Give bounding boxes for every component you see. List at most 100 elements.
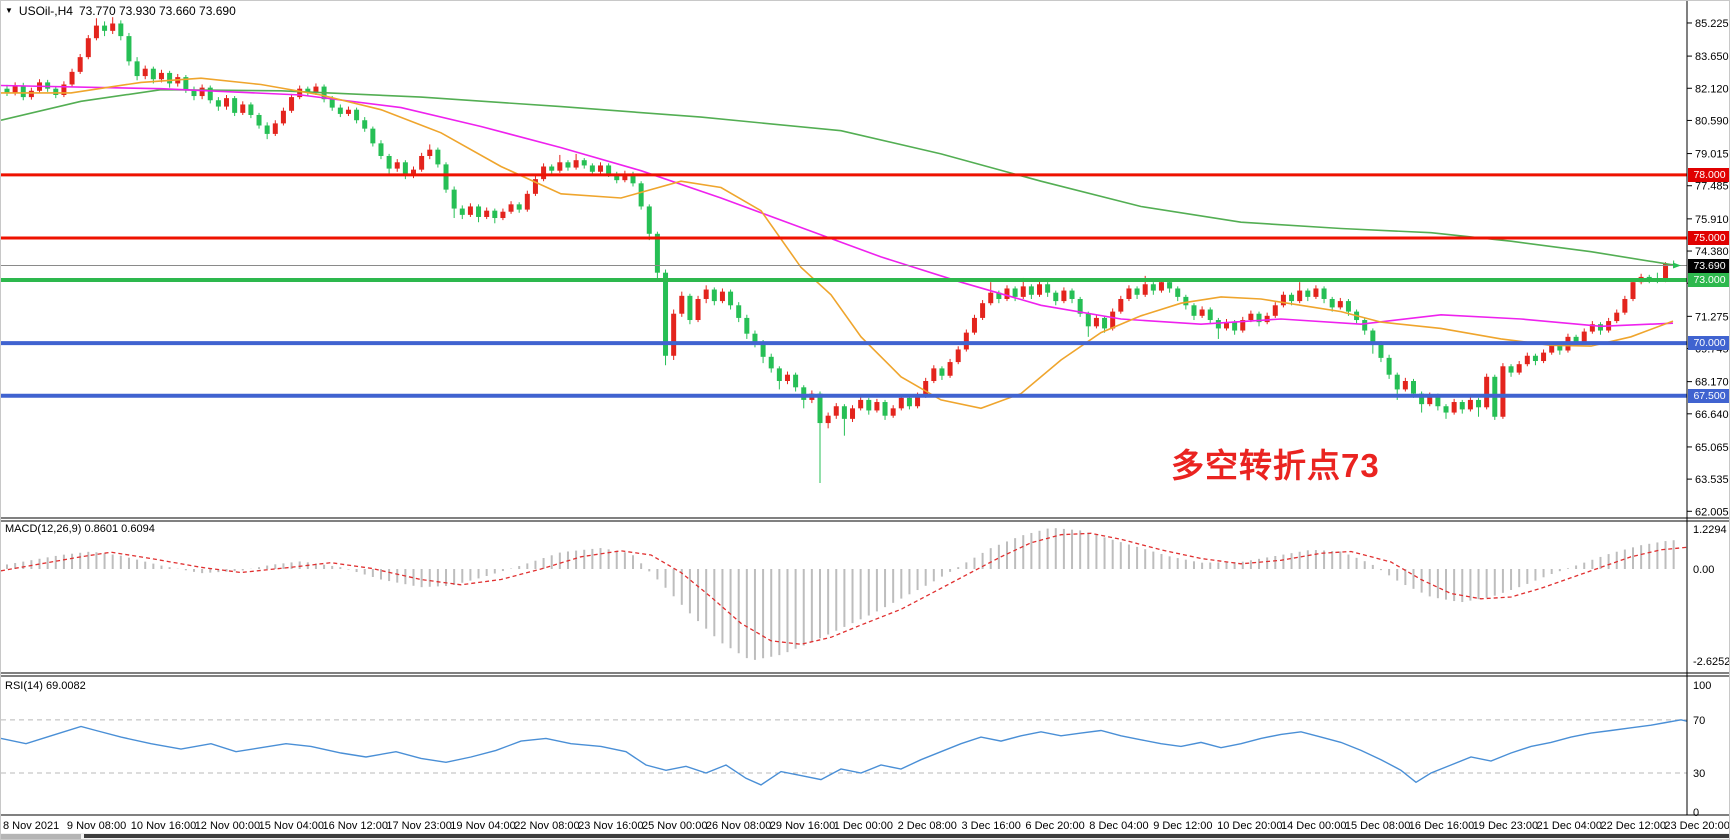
symbol-and-timeframe: USOil-,H4 [18, 4, 73, 18]
candle [1175, 286, 1181, 302]
time-axis-label: 10 Nov 16:00 [131, 820, 196, 832]
macd-axis-label: 1.2294 [1693, 524, 1727, 536]
price-axis: 85.225 83.650 82.120 80.590 79.015 77.485 75.9… [1687, 18, 1729, 819]
candle [248, 102, 254, 119]
candle [646, 204, 652, 241]
time-axis-label: 22 Nov 08:00 [514, 820, 579, 832]
price-tick-label: 74.380 [1695, 246, 1729, 258]
candle [289, 93, 295, 113]
ma-mid-magenta-line[interactable] [1, 84, 1674, 328]
candle [167, 70, 173, 88]
candle [378, 140, 384, 160]
candle [1061, 287, 1067, 304]
candle [1280, 291, 1286, 308]
time-axis-label: 9 Dec 12:00 [1153, 820, 1212, 832]
scrollbar-thumb[interactable] [84, 834, 1729, 838]
rsi-axis-label: 0 [1693, 807, 1699, 819]
ma-slow-green-line[interactable] [1, 88, 1674, 266]
candle [866, 397, 872, 415]
candle [971, 314, 977, 335]
candle [1297, 282, 1303, 304]
candle [110, 17, 116, 35]
candle [1532, 353, 1538, 366]
candle [703, 285, 709, 304]
candle [988, 282, 994, 306]
time-axis-label: 25 Nov 00:00 [642, 820, 707, 832]
candle [69, 68, 75, 87]
symbol-dropdown-icon[interactable]: ▼ [5, 6, 13, 15]
time-axis-label: 21 Dec 04:00 [1537, 820, 1602, 832]
candle [557, 154, 563, 173]
candle [1134, 286, 1140, 299]
candle [581, 158, 587, 169]
time-axis-label: 14 Dec 00:00 [1281, 820, 1346, 832]
candle [1126, 285, 1132, 302]
price-tick-label: 66.640 [1695, 409, 1729, 421]
candle [207, 85, 213, 104]
candle [1264, 312, 1270, 325]
candle [1305, 288, 1311, 302]
candle [663, 269, 669, 366]
candle [573, 153, 579, 170]
candle [841, 404, 847, 436]
scrollbar-left-segment[interactable] [1, 834, 81, 839]
main-price-panel[interactable] [1, 17, 1687, 483]
horizontal-scrollbar[interactable] [1, 833, 1729, 839]
candle [1093, 314, 1099, 329]
time-axis-label: 16 Dec 16:00 [1409, 820, 1474, 832]
candle [1459, 399, 1465, 414]
time-axis-label: 17 Nov 23:00 [386, 820, 451, 832]
time-axis-label: 15 Dec 08:00 [1345, 820, 1410, 832]
candle [1467, 396, 1473, 412]
candle [589, 163, 595, 175]
candle [77, 53, 83, 74]
candle [61, 81, 67, 98]
time-axis-label: 10 Dec 20:00 [1217, 820, 1282, 832]
candle [1199, 306, 1205, 318]
candle [882, 399, 888, 420]
candle [1362, 317, 1368, 335]
price-tick-label: 62.005 [1695, 506, 1729, 518]
candle [337, 104, 343, 118]
candle [142, 65, 148, 80]
rsi-line [1, 719, 1687, 786]
candle [150, 66, 156, 84]
candle [1541, 349, 1547, 364]
candle [1630, 279, 1636, 302]
candle [1167, 280, 1173, 293]
price-tick-label: 68.170 [1695, 377, 1729, 389]
candle [825, 412, 831, 429]
time-axis-label: 2 Dec 08:00 [898, 820, 957, 832]
ma-fast-orange-line[interactable] [1, 77, 1674, 410]
rsi-panel[interactable] [1, 719, 1687, 786]
candle [622, 170, 628, 183]
time-axis-label: 23 Dec 20:00 [1664, 820, 1729, 832]
candle [1313, 285, 1319, 299]
candle [508, 201, 514, 214]
candle [1508, 364, 1514, 377]
candle [191, 86, 197, 101]
candle [1386, 354, 1392, 379]
candle [532, 175, 538, 196]
candle [516, 202, 522, 213]
candle [963, 329, 969, 352]
candle [1069, 288, 1075, 304]
price-badge-73.000: 73.000 [1688, 273, 1729, 288]
price-tick-label: 77.485 [1695, 181, 1729, 193]
candle [1240, 316, 1246, 333]
macd-panel[interactable] [1, 528, 1687, 660]
time-axis-label: 1 Dec 00:00 [834, 820, 893, 832]
candle [654, 231, 660, 281]
candle [1516, 361, 1522, 375]
candle [744, 314, 750, 339]
time-axis-label: 19 Nov 04:00 [450, 820, 515, 832]
candle [256, 112, 262, 129]
candle [215, 97, 221, 111]
candle [1622, 295, 1628, 315]
candle [134, 57, 140, 81]
price-tick-label: 71.275 [1695, 311, 1729, 323]
price-badge-70.000: 70.000 [1688, 336, 1729, 351]
chart-annotation-text[interactable]: 多空转折点73 [1171, 447, 1380, 484]
